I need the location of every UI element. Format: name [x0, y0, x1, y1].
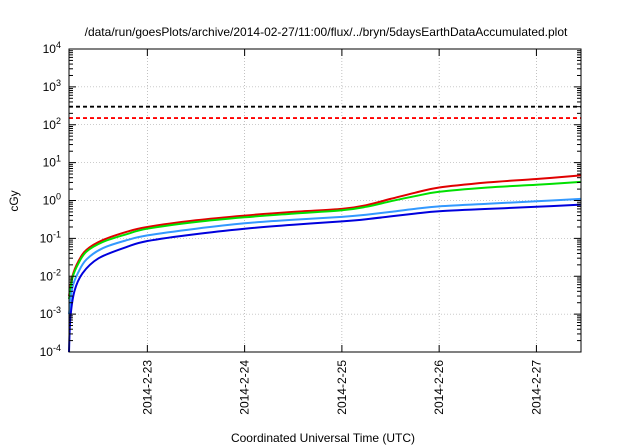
y-tick-label: 10-1: [40, 229, 61, 245]
x-tick-label: 2014-2-26: [432, 360, 446, 415]
y-axis-ticks: 10-4 10-3 10-2 10-1 100 101 102 103 104: [40, 40, 581, 359]
y-tick-label: 10-4: [40, 343, 61, 359]
series-line: [68, 197, 582, 315]
y-tick-label: 10-2: [40, 267, 61, 283]
y-tick-label: 104: [43, 40, 61, 56]
x-tick-label: 2014-2-25: [335, 360, 349, 415]
y-tick-label: 10-3: [40, 305, 61, 321]
series-line: [68, 180, 582, 300]
y-tick-label: 103: [43, 78, 61, 94]
data-series: [68, 174, 582, 353]
y-tick-label: 101: [43, 154, 61, 170]
y-tick-label: 102: [43, 116, 61, 132]
x-tick-label: 2014-2-24: [238, 360, 252, 415]
x-axis-ticks: 2014-2-23 2014-2-24 2014-2-25 2014-2-26 2014…: [140, 49, 543, 415]
series-line: [68, 174, 582, 297]
x-tick-label: 2014-2-27: [529, 360, 543, 415]
reference-lines: [69, 105, 581, 119]
grid-lines: [69, 49, 581, 352]
x-tick-label: 2014-2-23: [140, 360, 154, 415]
x-axis-label: Coordinated Universal Time (UTC): [231, 431, 415, 445]
y-axis-label: cGy: [7, 190, 21, 211]
y-tick-label: 100: [43, 192, 61, 208]
chart-title: /data/run/goesPlots/archive/2014-02-27/1…: [85, 25, 568, 39]
series-line: [68, 203, 582, 353]
